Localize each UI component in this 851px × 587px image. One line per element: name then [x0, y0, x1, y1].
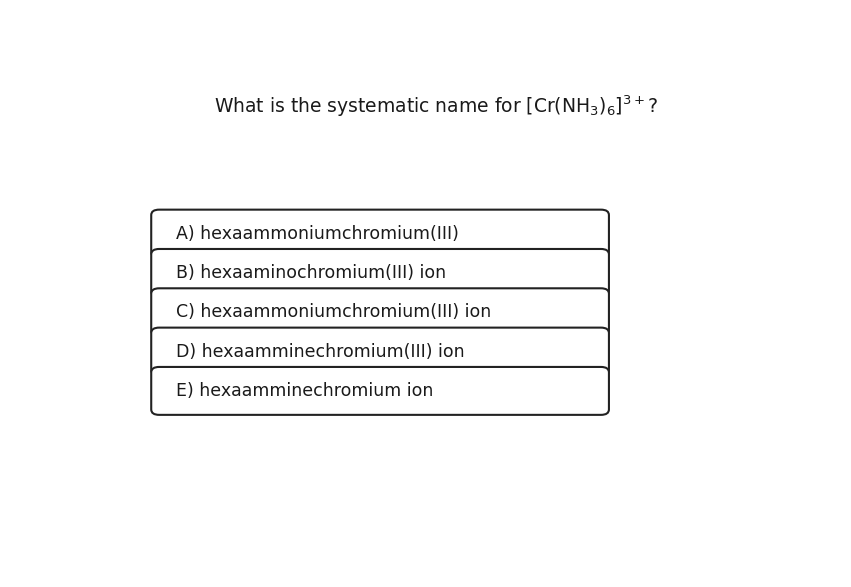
Text: C) hexaammoniumchromium(III) ion: C) hexaammoniumchromium(III) ion — [175, 303, 491, 321]
Text: What is the systematic name for $\mathrm{[Cr(NH_3)_6]^{3+}}$?: What is the systematic name for $\mathrm… — [214, 93, 658, 119]
FancyBboxPatch shape — [151, 210, 609, 258]
FancyBboxPatch shape — [151, 288, 609, 336]
Text: D) hexaamminechromium(III) ion: D) hexaamminechromium(III) ion — [175, 343, 465, 360]
FancyBboxPatch shape — [151, 328, 609, 376]
FancyBboxPatch shape — [151, 249, 609, 297]
Text: E) hexaamminechromium ion: E) hexaamminechromium ion — [175, 382, 433, 400]
Text: B) hexaaminochromium(III) ion: B) hexaaminochromium(III) ion — [175, 264, 446, 282]
FancyBboxPatch shape — [151, 367, 609, 415]
Text: A) hexaammoniumchromium(III): A) hexaammoniumchromium(III) — [175, 225, 459, 242]
